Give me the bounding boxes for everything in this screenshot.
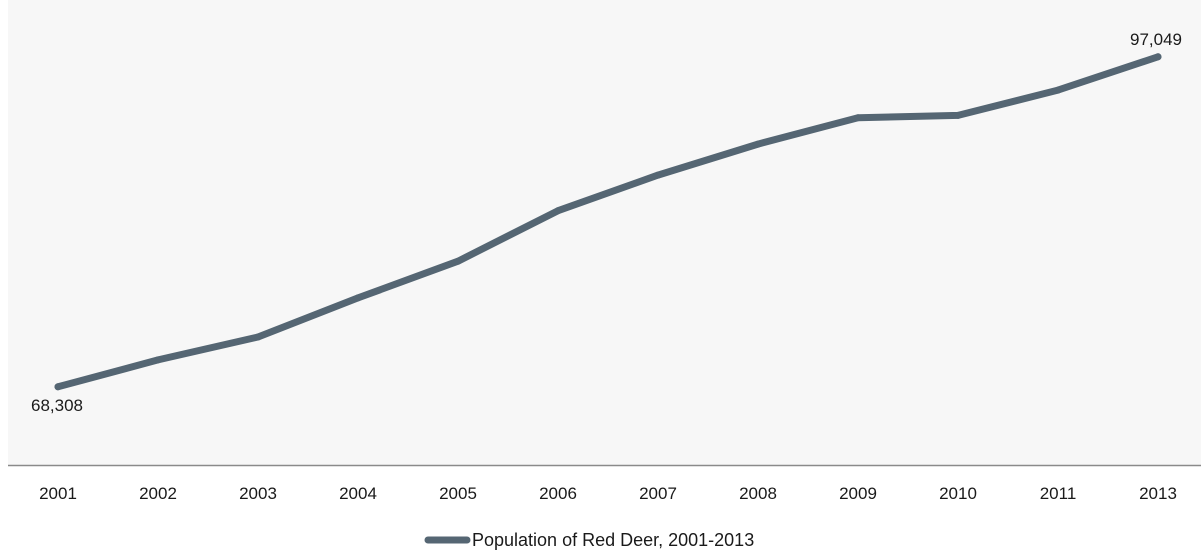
plot-area xyxy=(8,0,1201,465)
data-point-2010[interactable] xyxy=(954,111,962,119)
data-point-2001[interactable] xyxy=(54,383,62,391)
series-layer xyxy=(54,53,1162,391)
x-tick-label-2007: 2007 xyxy=(639,484,677,503)
x-tick-label-2002: 2002 xyxy=(139,484,177,503)
data-label-2013: 97,049 xyxy=(1130,30,1182,49)
data-point-2011[interactable] xyxy=(1054,86,1062,94)
legend[interactable]: Population of Red Deer, 2001-2013 xyxy=(424,530,754,550)
x-tick-label-2008: 2008 xyxy=(739,484,777,503)
data-labels: 68,308 97,049 xyxy=(31,30,1182,415)
data-point-2008[interactable] xyxy=(754,140,762,148)
x-tick-label-2006: 2006 xyxy=(539,484,577,503)
legend-label: Population of Red Deer, 2001-2013 xyxy=(472,530,754,550)
x-tick-label-2004: 2004 xyxy=(339,484,377,503)
data-point-2006[interactable] xyxy=(554,207,562,215)
data-point-2002[interactable] xyxy=(154,356,162,364)
data-point-2009[interactable] xyxy=(854,114,862,122)
x-tick-label-2003: 2003 xyxy=(239,484,277,503)
data-label-2001: 68,308 xyxy=(31,396,83,415)
x-tick-label-2001: 2001 xyxy=(39,484,77,503)
x-axis-ticks: 2001 2002 2003 2004 2005 2006 2007 2008 2009 2010… xyxy=(39,484,1177,503)
data-point-2003[interactable] xyxy=(254,333,262,341)
x-tick-label-2010: 2010 xyxy=(939,484,977,503)
data-point-2005[interactable] xyxy=(454,257,462,265)
data-point-2013[interactable] xyxy=(1154,53,1162,61)
x-tick-label-2013: 2013 xyxy=(1139,484,1177,503)
data-point-2007[interactable] xyxy=(654,171,662,179)
x-tick-label-2009: 2009 xyxy=(839,484,877,503)
series-line-population[interactable] xyxy=(54,53,1162,391)
x-tick-label-2005: 2005 xyxy=(439,484,477,503)
data-point-2004[interactable] xyxy=(354,294,362,302)
x-tick-label-2011: 2011 xyxy=(1040,484,1077,503)
